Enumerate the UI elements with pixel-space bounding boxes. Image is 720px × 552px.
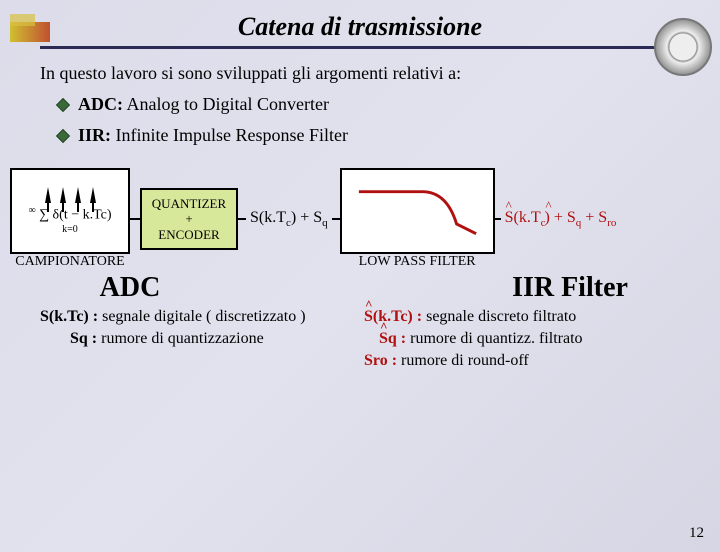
def-sktc-text: segnale digitale ( discretizzato ) [98, 308, 305, 325]
big-labels: ADC IIR Filter [0, 272, 720, 304]
connector [332, 218, 340, 220]
sum-lower: k=0 [62, 224, 78, 235]
sampler-label: CAMPIONATORE [15, 254, 124, 270]
def-sro-text: rumore di round-off [397, 352, 529, 369]
sampler-box: ∞ ∑ δ(t − k.Tc) k=0 [10, 168, 130, 254]
def-sktc-hat-text: segnale discreto filtrato [422, 308, 576, 325]
filter-label: LOW PASS FILTER [359, 254, 476, 270]
university-seal-icon [654, 18, 712, 76]
slide-title: Catena di trasmissione [0, 12, 720, 46]
adc-heading: ADC [0, 272, 260, 304]
def-sq-hat-label: Sq : [379, 330, 406, 347]
connector [130, 218, 140, 220]
def-sktc-hat-label: S(k.Tc) : [364, 308, 422, 325]
signal-1: S(k.Tc) + Sq [250, 209, 328, 229]
diagram: ∞ ∑ δ(t − k.Tc) k=0 CAMPIONATORE QUANTIZ… [10, 168, 710, 270]
bullet-adc: ADC: Analog to Digital Converter [58, 94, 680, 115]
signal-2: S(k.Tc) + Sq + Sro [505, 209, 617, 229]
def-sq-label: Sq : [70, 330, 97, 347]
sampler-formula: ∞ ∑ δ(t − k.Tc) [28, 205, 111, 224]
def-sro-label: Sro : [364, 352, 397, 369]
def-sktc-label: S(k.Tc) : [40, 308, 98, 325]
title-accent [10, 22, 50, 42]
connector [238, 218, 246, 220]
quantizer-box: QUANTIZER + ENCODER [140, 188, 238, 250]
def-sq-text: rumore di quantizzazione [97, 330, 264, 347]
filter-box [340, 168, 495, 254]
title-rule [40, 46, 680, 49]
connector [495, 218, 501, 220]
lowpass-curve-icon [354, 180, 481, 239]
bullet-iir: IIR: Infinite Impulse Response Filter [58, 125, 680, 146]
impulse-arrows-icon [45, 187, 96, 203]
def-sq-hat-text: rumore di quantizz. filtrato [406, 330, 582, 347]
page-number: 12 [689, 525, 704, 542]
bullet-icon [56, 97, 70, 111]
intro-text: In questo lavoro si sono sviluppati gli … [40, 63, 680, 84]
definitions: S(k.Tc) : segnale digitale ( discretizza… [40, 308, 680, 370]
bullet-icon [56, 128, 70, 142]
iir-heading: IIR Filter [420, 272, 720, 304]
